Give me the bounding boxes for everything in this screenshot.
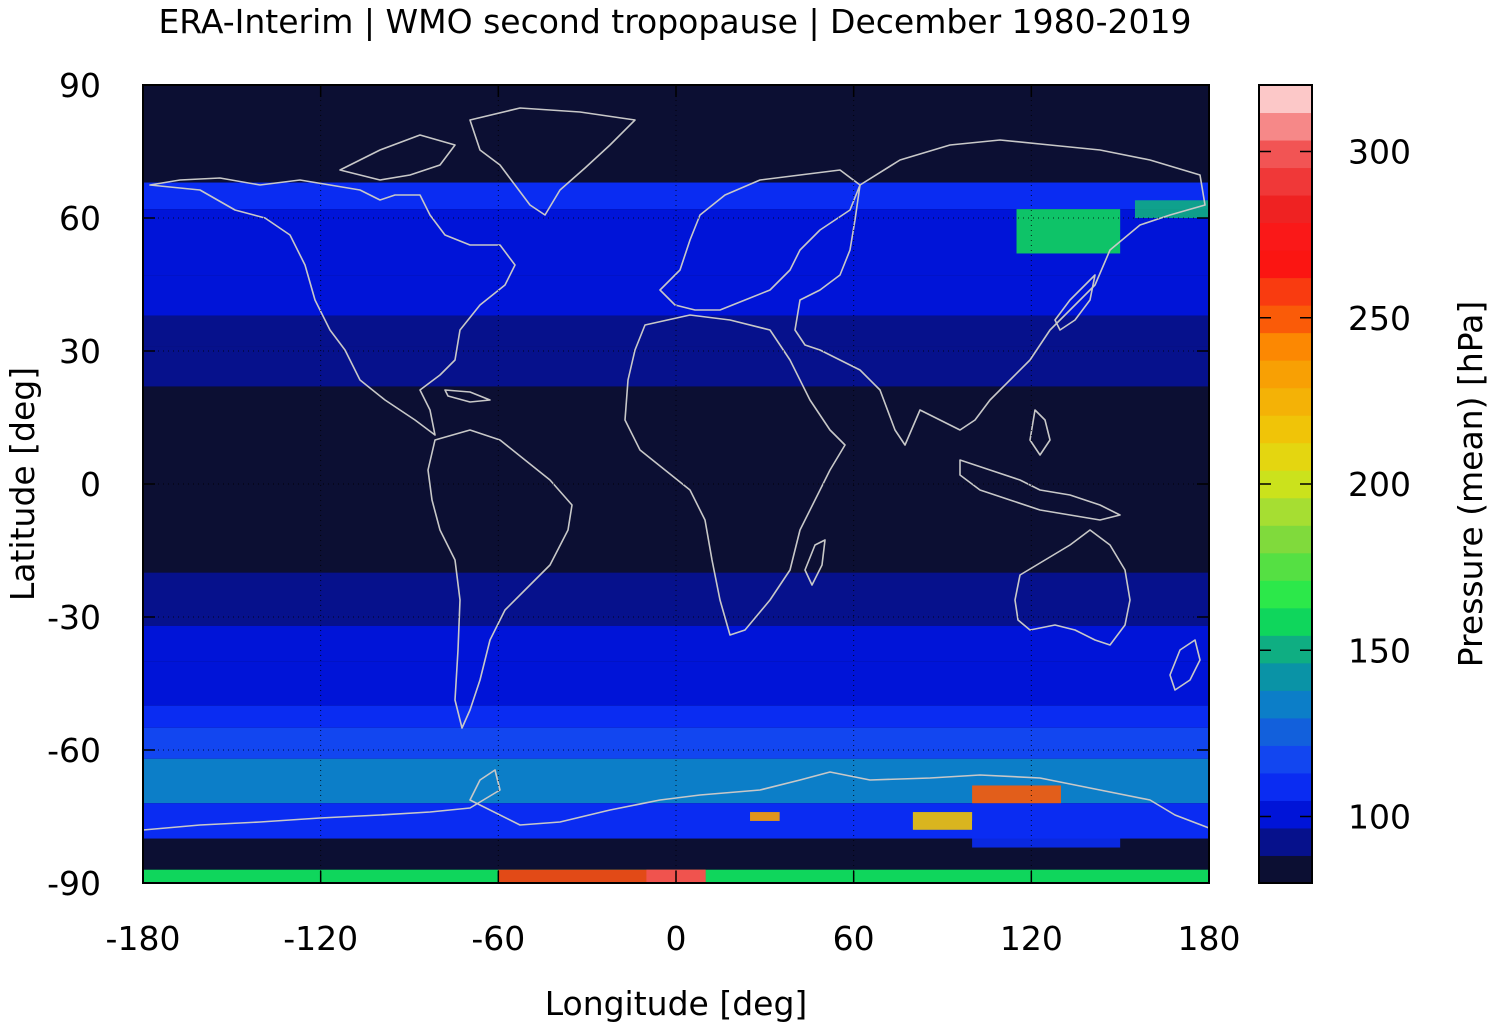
pressure-patch-1 bbox=[1134, 200, 1209, 218]
colorbar-step-23 bbox=[1259, 222, 1312, 251]
coastline-caribbean bbox=[444, 389, 491, 403]
y-axis-label: Latitude [deg] bbox=[3, 367, 42, 601]
y-tick-label-2: 30 bbox=[59, 332, 101, 371]
coastline-greenland bbox=[469, 107, 636, 216]
pressure-band-8 bbox=[143, 625, 1209, 662]
coastline-australia bbox=[1014, 529, 1131, 646]
pressure-band-9 bbox=[143, 661, 1209, 706]
colorbar-step-24 bbox=[1259, 195, 1312, 224]
coastline-south-america bbox=[427, 429, 573, 729]
axis-ticks bbox=[142, 84, 1210, 884]
coastline-africa bbox=[624, 314, 846, 636]
coastline-madagascar bbox=[804, 539, 826, 586]
x-tick-label-6: 180 bbox=[1178, 919, 1241, 958]
pressure-band-11 bbox=[143, 727, 1209, 759]
coastline-indonesia bbox=[959, 459, 1121, 521]
y-tick-label-0: 90 bbox=[59, 66, 101, 105]
colorbar-step-12 bbox=[1259, 525, 1312, 554]
coastline-europe bbox=[659, 169, 861, 311]
colorbar-step-5 bbox=[1259, 717, 1312, 746]
colorbar-tick-label-2: 200 bbox=[1348, 465, 1411, 504]
colorbar-step-11 bbox=[1259, 552, 1312, 581]
colorbar-step-13 bbox=[1259, 497, 1312, 526]
y-tick-labels: 90 60 30 0 -30 -60 -90 bbox=[47, 66, 101, 903]
colorbar-ticks: 100 150 200 250 300 bbox=[1259, 133, 1411, 837]
latitude-bands bbox=[143, 85, 1209, 883]
colorbar-step-26 bbox=[1259, 140, 1312, 169]
colorbar-step-7 bbox=[1259, 662, 1312, 691]
x-tick-label-2: -60 bbox=[471, 919, 525, 958]
pressure-band-5 bbox=[143, 346, 1209, 387]
pressure-patch-7 bbox=[972, 820, 1121, 848]
plot-area bbox=[143, 85, 1209, 883]
y-tick-label-5: -60 bbox=[47, 731, 101, 770]
colorbar-step-4 bbox=[1259, 745, 1312, 774]
coastline-north-america bbox=[149, 177, 516, 436]
colorbar-step-8 bbox=[1259, 635, 1312, 664]
colorbar-step-28 bbox=[1259, 85, 1312, 114]
y-tick-label-4: -30 bbox=[47, 598, 101, 637]
colorbar-step-21 bbox=[1259, 277, 1312, 306]
coastline-antarctica bbox=[143, 769, 1209, 831]
x-tick-label-4: 60 bbox=[833, 919, 875, 958]
coastline-new-zealand bbox=[1169, 639, 1201, 691]
coastline-arctic-islands bbox=[339, 134, 456, 181]
pressure-patch-0 bbox=[1016, 209, 1121, 254]
x-tick-label-3: 0 bbox=[666, 919, 687, 958]
pressure-patch-6 bbox=[750, 812, 780, 821]
colorbar-step-17 bbox=[1259, 387, 1312, 416]
pressure-band-7 bbox=[143, 572, 1209, 626]
y-tick-label-3: 0 bbox=[80, 465, 101, 504]
y-tick-label-1: 60 bbox=[59, 199, 101, 238]
colorbar-step-2 bbox=[1259, 800, 1312, 829]
colorbar-step-6 bbox=[1259, 690, 1312, 719]
y-tick-label-6: -90 bbox=[47, 864, 101, 903]
pressure-patch-5 bbox=[912, 812, 973, 830]
colorbar-step-15 bbox=[1259, 442, 1312, 471]
colorbar-tick-label-0: 100 bbox=[1348, 798, 1411, 837]
colorbar-step-19 bbox=[1259, 332, 1312, 361]
coastline-asia bbox=[794, 139, 1206, 446]
colorbar-step-20 bbox=[1259, 305, 1312, 334]
colorbar-step-22 bbox=[1259, 250, 1312, 279]
colorbar-step-1 bbox=[1259, 827, 1312, 856]
coastlines bbox=[143, 107, 1209, 831]
colorbar-step-27 bbox=[1259, 112, 1312, 141]
coastline-japan bbox=[1054, 274, 1096, 331]
colorbar-step-25 bbox=[1259, 167, 1312, 196]
colorbar-step-0 bbox=[1259, 855, 1312, 884]
x-tick-labels: -180 -120 -60 0 60 120 180 bbox=[106, 919, 1241, 958]
pressure-band-0 bbox=[143, 85, 1209, 183]
colorbar-step-16 bbox=[1259, 415, 1312, 444]
grid-lines bbox=[143, 85, 1209, 883]
colorbar-step-18 bbox=[1259, 360, 1312, 389]
chart-title: ERA-Interim | WMO second tropopause | De… bbox=[158, 2, 1191, 41]
colorbar-tick-label-3: 250 bbox=[1348, 299, 1411, 338]
pressure-patches bbox=[498, 200, 1209, 883]
x-tick-label-1: -120 bbox=[283, 919, 358, 958]
colorbar-step-9 bbox=[1259, 607, 1312, 636]
x-axis-label: Longitude [deg] bbox=[545, 984, 808, 1023]
colorbar-tick-label-1: 150 bbox=[1348, 631, 1411, 670]
pressure-band-10 bbox=[143, 705, 1209, 728]
x-tick-label-0: -180 bbox=[106, 919, 181, 958]
pressure-patch-4 bbox=[972, 785, 1061, 804]
colorbar-label: Pressure (mean) [hPa] bbox=[1451, 301, 1490, 668]
colorbar-step-10 bbox=[1259, 580, 1312, 609]
x-tick-label-5: 120 bbox=[1000, 919, 1063, 958]
colorbar-tick-label-4: 300 bbox=[1348, 133, 1411, 172]
colorbar-step-3 bbox=[1259, 772, 1312, 801]
